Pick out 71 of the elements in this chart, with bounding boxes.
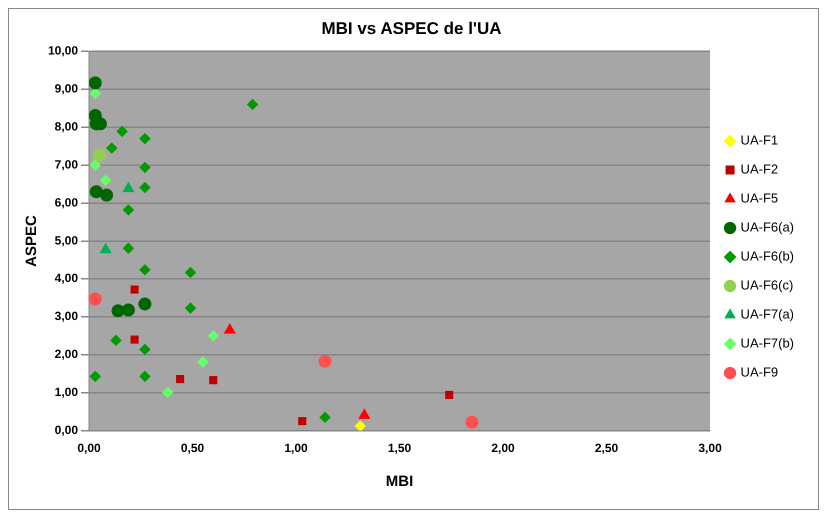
point: [298, 417, 306, 426]
point: [197, 356, 208, 368]
legend-label: UA-F7(b): [740, 336, 794, 351]
point: [130, 336, 139, 344]
point: [138, 297, 152, 310]
y-tick-label: 6,00: [54, 195, 78, 210]
point: [110, 334, 122, 346]
legend-label: UA-F9: [740, 364, 778, 380]
point: [209, 376, 218, 384]
point: [139, 370, 150, 382]
y-tick-label: 2,00: [54, 347, 78, 362]
x-tick-label: 0,50: [180, 441, 205, 456]
y-tick-label: 0,00: [54, 422, 78, 437]
point: [106, 142, 118, 154]
point: [92, 148, 106, 162]
point: [465, 416, 478, 429]
y-tick-label: 5,00: [54, 233, 78, 248]
point: [208, 330, 219, 342]
point: [354, 420, 366, 431]
point: [90, 160, 101, 171]
point: [445, 390, 454, 399]
point: [116, 126, 128, 137]
point: [122, 304, 135, 317]
point: [139, 344, 150, 355]
y-tick-label: 7,00: [54, 157, 78, 172]
point: [89, 76, 102, 90]
y-tick-label: 9,00: [54, 82, 78, 96]
legend-label: UA-F6(c): [740, 278, 794, 293]
point: [139, 133, 150, 144]
point: [139, 162, 150, 173]
y-tick-label: 8,00: [54, 120, 78, 134]
point: [176, 374, 184, 384]
point: [184, 266, 196, 278]
point: [100, 243, 112, 254]
x-tick-label: 0,00: [77, 441, 102, 456]
x-tick-label: 1,00: [284, 441, 308, 456]
point: [130, 286, 139, 294]
x-tick-label: 2,00: [491, 441, 516, 456]
legend-label: UA-F2: [740, 162, 778, 177]
chart-title: MBI vs ASPEC de l'UA: [321, 18, 502, 38]
y-tick-label: 4,00: [54, 271, 78, 286]
point: [100, 174, 112, 186]
point: [320, 412, 331, 423]
y-tick-label: 3,00: [54, 309, 78, 324]
point: [122, 242, 134, 254]
legend-label: UA-F6(a): [740, 220, 794, 235]
x-tick-label: 1,50: [388, 441, 412, 456]
point: [247, 98, 258, 110]
legend-label: UA-F6(b): [740, 248, 794, 264]
point: [122, 204, 134, 216]
point: [90, 370, 101, 382]
x-axis-title: MBI: [386, 473, 414, 490]
point: [90, 185, 103, 198]
point: [139, 264, 150, 276]
point: [89, 292, 102, 306]
y-tick-label: 1,00: [54, 384, 78, 399]
point: [224, 324, 236, 334]
point: [100, 188, 114, 202]
legend-label: UA-F5: [740, 190, 778, 206]
x-tick-label: 3,00: [698, 441, 722, 456]
legend-label: UA-F7(a): [740, 306, 794, 322]
y-tick-label: 10,00: [48, 44, 78, 58]
point: [184, 302, 196, 314]
legend-label: UA-F1: [740, 132, 778, 148]
point: [90, 88, 101, 99]
point: [139, 182, 150, 194]
x-tick-label: 2,50: [594, 441, 619, 456]
point: [318, 354, 332, 368]
point: [122, 182, 134, 192]
point: [162, 386, 174, 398]
y-axis-title: ASPEC: [23, 214, 40, 267]
